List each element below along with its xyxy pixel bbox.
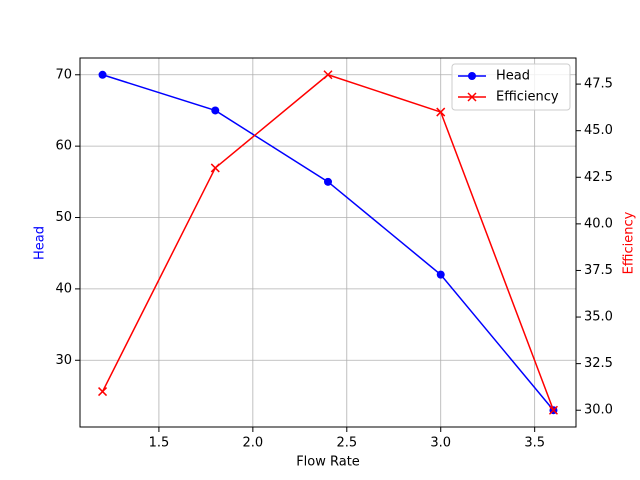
x-tick-label: 3.5 (524, 436, 545, 451)
plot-frame (79, 57, 577, 428)
data-point (98, 387, 108, 397)
data-point (436, 270, 445, 279)
x-tick-label: 2.0 (243, 436, 264, 451)
legend-label: Head (496, 69, 530, 84)
y-axis-label: Head (33, 226, 48, 260)
y-tick-label: 50 (55, 210, 72, 225)
x-tick-label: 1.5 (149, 436, 170, 451)
y2-tick-label: 32.5 (584, 356, 613, 371)
data-point (98, 70, 107, 79)
y2-tick-label: 37.5 (584, 263, 613, 278)
y-tick-label: 70 (55, 67, 72, 82)
x-tick-label: 3.0 (430, 436, 451, 451)
y-tick-label: 40 (55, 281, 72, 296)
data-point (323, 70, 333, 80)
y2-tick-label: 30.0 (584, 403, 613, 418)
data-point (324, 177, 332, 186)
legend-label: Efficiency (496, 90, 559, 105)
legend-marker (468, 72, 476, 80)
x-tick-label: 2.5 (336, 436, 357, 451)
legend-marker (467, 92, 477, 102)
data-point (436, 107, 446, 117)
data-point (548, 405, 558, 415)
data-point (210, 163, 220, 173)
y2-tick-label: 40.0 (584, 216, 613, 231)
y-tick-label: 60 (55, 139, 72, 154)
y2-tick-label: 42.5 (584, 170, 613, 185)
data-point (211, 106, 220, 115)
y2-tick-label: 35.0 (584, 310, 613, 325)
x-axis-label: Flow Rate (296, 455, 360, 470)
y2-tick-label: 47.5 (584, 77, 613, 92)
y-tick-label: 30 (55, 353, 72, 368)
y2-axis-label: Efficiency (622, 211, 637, 274)
y2-tick-label: 45.0 (584, 123, 613, 138)
